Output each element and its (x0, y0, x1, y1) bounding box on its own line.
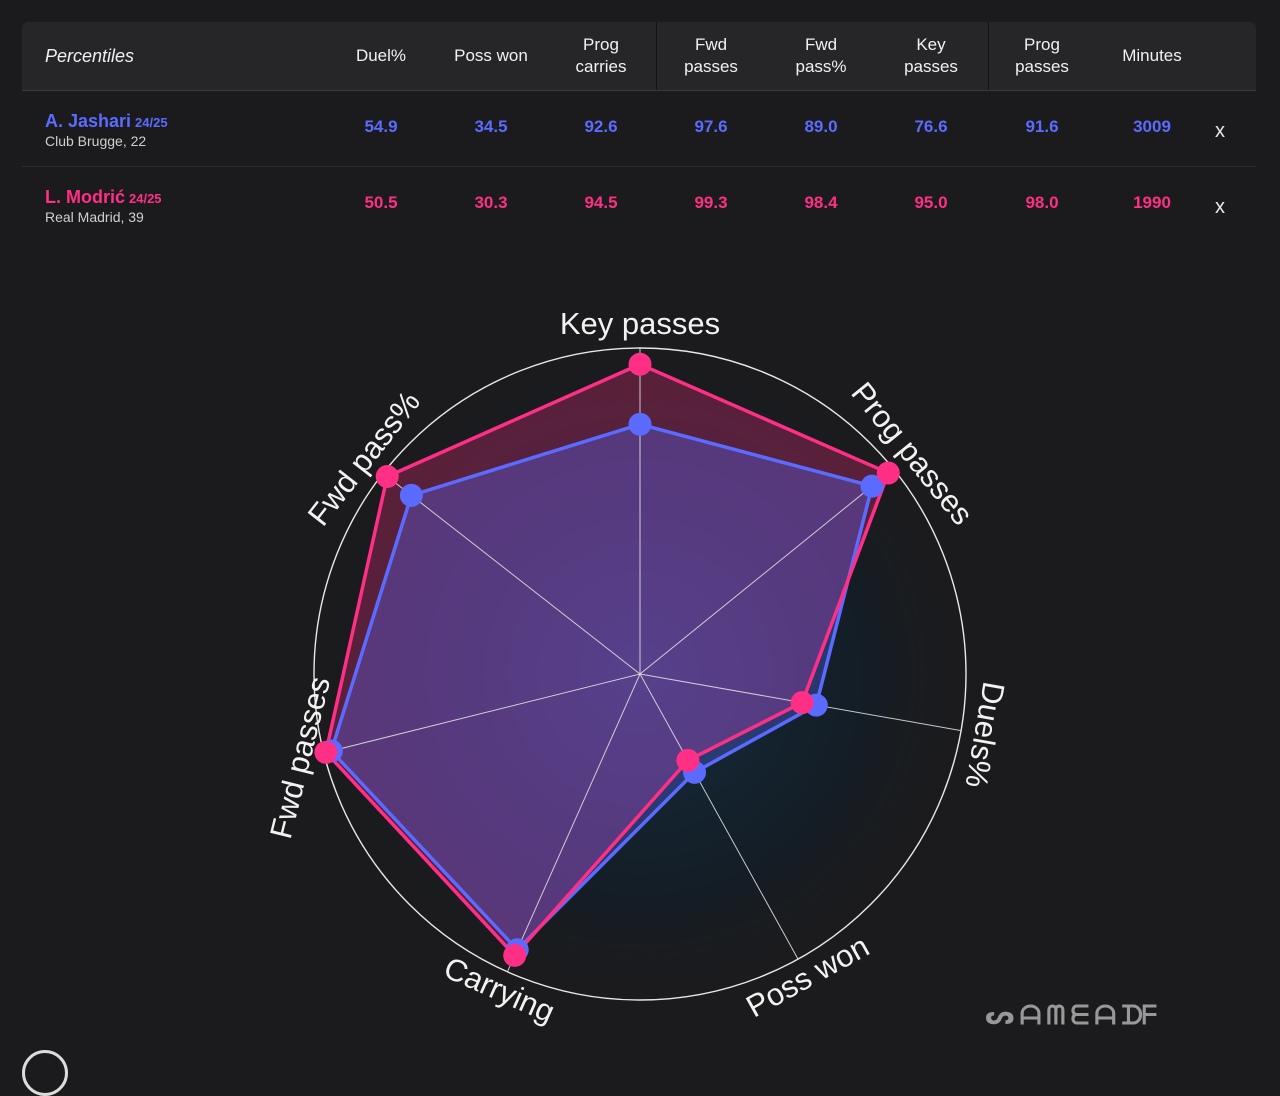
cell-key-passes: 95.0 (914, 193, 948, 212)
column-divider (656, 22, 657, 90)
axis-label: Duels% (958, 679, 1011, 790)
player-season: 24/25 (135, 115, 168, 130)
series-area-jashari (331, 424, 873, 950)
column-divider (988, 22, 989, 90)
data-point (628, 412, 652, 436)
player-team: Real Madrid, 39 (45, 209, 144, 225)
col-header-poss-won[interactable]: Poss won (454, 46, 528, 65)
cell-prog-passes: 98.0 (1025, 193, 1059, 212)
series-line-modric (324, 362, 891, 958)
cell-fwd-pass-pct: 98.4 (804, 193, 838, 212)
radar-spoke (506, 673, 641, 973)
cell-prog-passes: 91.6 (1025, 117, 1059, 136)
data-point (503, 943, 527, 967)
player-name[interactable]: A. Jashari 24/25 (45, 111, 168, 132)
cell-duel-pct: 54.9 (364, 117, 398, 136)
cell-fwd-pass-pct: 89.0 (804, 117, 838, 136)
col-header-fwd-passes[interactable]: Fwd passes (684, 35, 738, 76)
player-name-text: A. Jashari (45, 111, 132, 131)
cell-prog-carries: 92.6 (584, 117, 618, 136)
watermark-text: ᔕ ᗩ ᗰ ᗴ ᗩ ᗪᖴ (985, 1000, 1157, 1030)
radar-spoke (382, 472, 641, 675)
col-header-prog-passes[interactable]: Prog passes (1015, 35, 1069, 76)
player-name[interactable]: L. Modrić 24/25 (45, 187, 162, 208)
cell-minutes: 1990 (1133, 193, 1171, 212)
data-point (860, 474, 884, 498)
radar-spoke (639, 673, 799, 960)
cell-duel-pct: 50.5 (364, 193, 398, 212)
data-point (790, 691, 814, 715)
data-point (676, 748, 700, 772)
cell-fwd-passes: 97.6 (694, 117, 728, 136)
player-team: Club Brugge, 22 (45, 133, 147, 149)
remove-player-button[interactable]: x (1215, 120, 1225, 142)
series-area-modric (325, 364, 889, 956)
remove-player-button[interactable]: x (1215, 196, 1225, 218)
cell-poss-won: 34.5 (474, 117, 508, 136)
header-percentiles-label: Percentiles (45, 45, 135, 66)
data-point (314, 740, 338, 764)
series-line-jashari (329, 422, 874, 952)
cell-minutes: 3009 (1133, 117, 1171, 136)
col-header-fwd-pass-pct[interactable]: Fwd pass% (795, 35, 847, 76)
cell-key-passes: 76.6 (914, 117, 948, 136)
data-point (628, 352, 652, 376)
cell-fwd-passes: 99.3 (694, 193, 728, 212)
radar-spoke (323, 673, 641, 754)
player-season: 24/25 (129, 191, 162, 206)
data-point (399, 483, 423, 507)
radar-spoke (639, 468, 894, 675)
player-name-text: L. Modrić (45, 187, 125, 207)
col-header-minutes[interactable]: Minutes (1122, 46, 1182, 65)
cell-poss-won: 30.3 (474, 193, 508, 212)
data-point (876, 461, 900, 485)
axis-label: Key passes (560, 306, 720, 341)
col-header-duel-pct[interactable]: Duel% (355, 46, 407, 65)
table-row: L. Modrić 24/25 Real Madrid, 39 50.5 30.3… (22, 167, 1256, 242)
cell-prog-carries: 94.5 (584, 193, 618, 212)
col-header-key-passes[interactable]: Key passes (904, 35, 958, 76)
data-point (375, 465, 399, 489)
comparison-table: Percentiles Duel% Poss won Prog carries … (22, 22, 1256, 225)
table-row: A. Jashari 24/25 Club Brugge, 22 54.9 34.… (22, 91, 1256, 167)
col-header-prog-carries[interactable]: Prog carries (575, 35, 627, 76)
table-header: Percentiles Duel% Poss won Prog carries … (22, 22, 1256, 91)
logo-icon (22, 1050, 68, 1096)
